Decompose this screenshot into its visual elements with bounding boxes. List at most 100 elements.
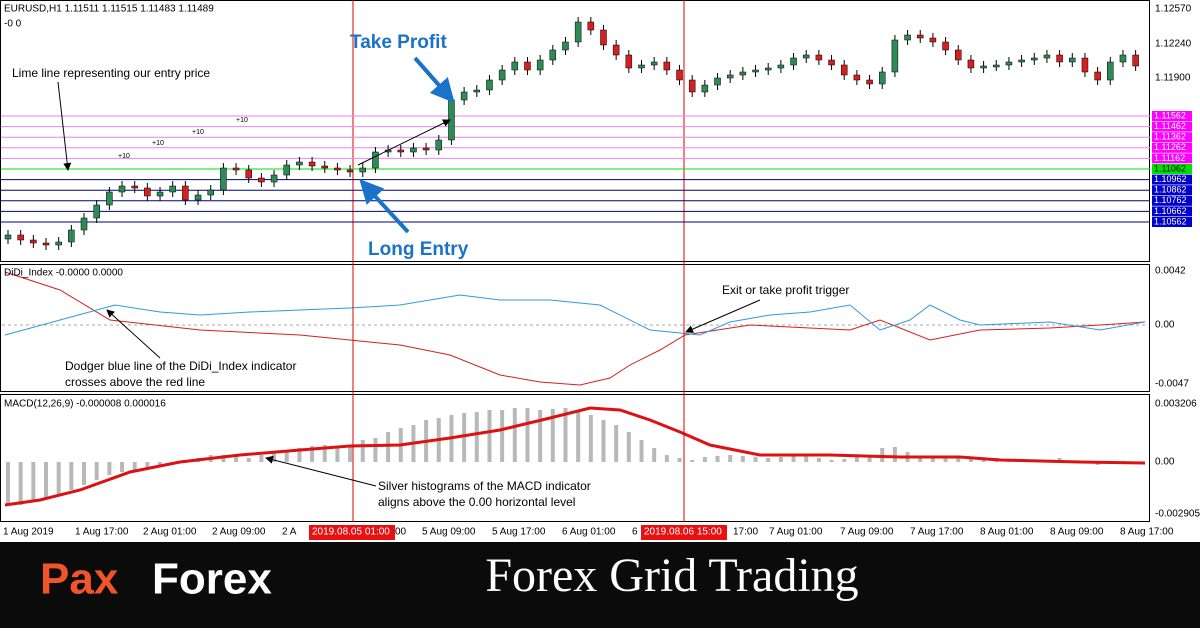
level-label: 1.11562 [1154,110,1186,120]
candle-body [663,61,671,71]
histogram-bar [778,457,783,462]
histogram-bar [943,456,948,462]
histogram-bar [740,456,745,462]
candle-body [1018,59,1025,63]
candle-body [118,185,126,193]
histogram-bar [284,450,289,462]
histogram-bar [259,455,264,462]
candle-body [1069,57,1076,63]
candle-body [511,61,519,71]
candle-body [878,71,886,85]
candle-body [30,239,37,244]
candle-body [790,57,797,66]
candle-body [55,241,62,246]
price-tick: 1.12240 [1155,39,1192,50]
histogram-bar [94,462,99,480]
candle-body [840,64,848,76]
didi-title: DiDi_Index -0.0000 0.0000 [4,268,123,279]
histogram-bar [234,455,239,462]
histogram-bar [18,462,23,505]
candle-body [80,217,88,231]
level-tag [1152,111,1192,121]
level-label: 1.11262 [1154,142,1186,152]
histogram-bar [791,456,796,462]
histogram-bar [766,458,771,462]
histogram-bar [968,459,973,462]
time-tick: 6 [632,527,638,538]
candle-body [536,59,544,71]
candle-body [232,167,240,171]
candles [4,17,1139,250]
candle-body [473,89,481,93]
candle-body [220,167,227,191]
didi-red-line [4,271,1146,386]
candle-body [321,165,328,169]
candle-body [334,167,341,171]
histogram-bar [588,415,593,462]
candle-body [701,84,709,93]
arrow [359,179,410,234]
candle-body [650,61,658,66]
histogram-bar [715,456,720,462]
level-tag [1152,142,1192,153]
histogram-bar [132,462,137,470]
candle-body [891,39,899,73]
arrow [685,299,761,333]
candle-body [904,34,911,41]
candle-body [144,187,151,197]
symbol-sub: -0 0 [4,19,22,30]
candle-body [752,69,759,73]
histogram-bar [690,460,695,462]
candle-body [4,234,12,240]
macd-tick: 0.003206 [1155,399,1197,410]
candle-body [942,41,949,51]
histogram-bar [538,410,543,462]
histogram-bar [664,455,669,462]
candle-body [916,34,924,39]
candle-body [1031,57,1038,61]
histogram-bar [804,455,809,462]
time-marker: 2019.08.05 01:00 [312,527,390,538]
level-tag [1152,195,1192,206]
time-tick: 2 Aug 01:00 [143,527,197,538]
histogram-bar [272,452,277,462]
histogram-bar [221,455,226,462]
time-marker-bg [309,525,395,540]
annotation: aligns above the 0.00 horizontal level [378,495,575,509]
candle-body [866,79,873,85]
candle-body [980,65,987,69]
histogram-bar [753,457,758,462]
arrow [106,309,161,359]
macd-title: MACD(12,26,9) -0.000008 0.000016 [4,399,166,410]
arrow [357,119,451,166]
level-label: 1.11462 [1154,121,1186,131]
histogram-bar [246,458,251,462]
histogram-bar [462,413,467,462]
candle-body [422,147,430,151]
arrow [57,81,72,171]
candle-body [955,49,962,61]
histogram-bar [930,458,935,462]
candle-body [802,54,810,59]
candle-body [106,191,113,206]
candle-body [764,67,772,71]
candle-body [308,161,316,167]
histogram-bar [563,408,568,462]
annotation: Long Entry [368,239,469,260]
time-tick: 7 Aug 09:00 [840,527,894,538]
histogram-bar [867,455,872,462]
histogram-bar [614,425,619,462]
candle-body [182,185,189,201]
histogram-bar [348,445,353,462]
annotation: Silver histograms of the MACD indicator [378,479,591,493]
candle-body [828,59,835,66]
histogram-bar [145,462,150,468]
annotation: Lime line representing our entry price [12,66,210,80]
histogram-bar [56,462,61,495]
histogram-bar [69,462,74,490]
histogram-bar [373,438,378,462]
candle-body [549,49,557,61]
histogram-bar [576,410,581,462]
candle-body [258,177,265,183]
candle-body [726,74,734,79]
